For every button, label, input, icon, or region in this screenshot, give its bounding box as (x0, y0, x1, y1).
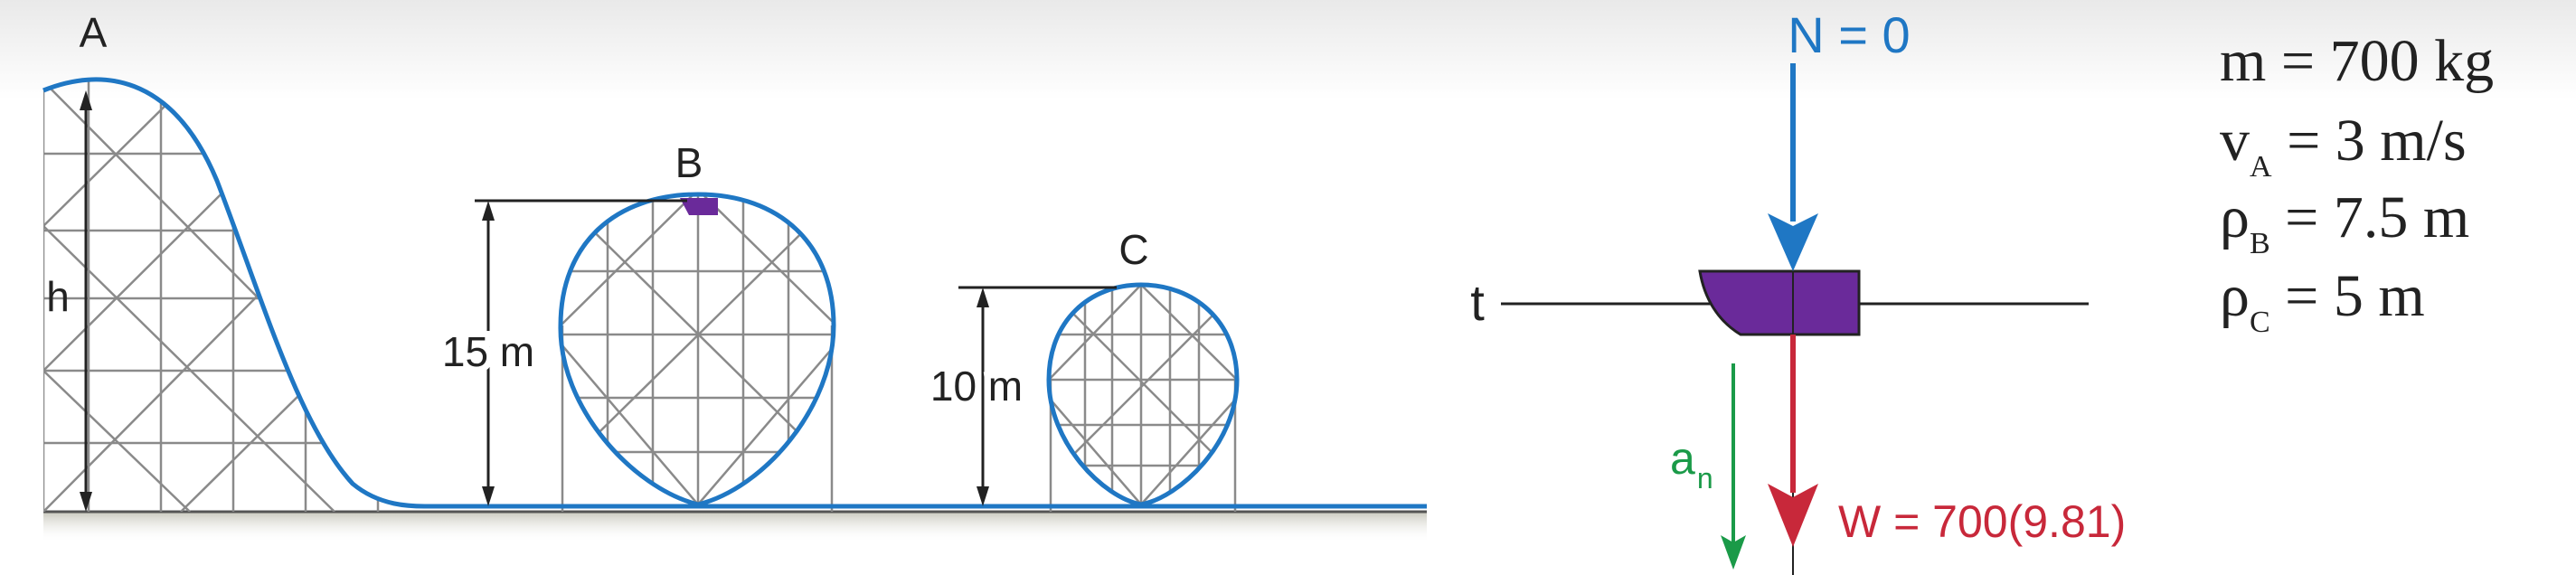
weight-arrow (1768, 335, 1818, 547)
label-height-c: 10 m (930, 363, 1023, 410)
tangent-label: t (1470, 274, 1485, 331)
label-height-b: 15 m (442, 328, 534, 375)
acceleration-label: an (1670, 433, 1713, 495)
label-h: h (46, 273, 70, 320)
acceleration-arrow (1721, 363, 1746, 570)
normal-force-label: N = 0 (1788, 6, 1910, 63)
ground (43, 510, 1427, 542)
dimension-h (80, 90, 92, 512)
given-velocity-a: vA = 3 m/s (2220, 108, 2467, 184)
given-values: m = 700 kg vA = 3 m/s ρB = 7.5 m ρC = 5 … (2220, 28, 2494, 339)
given-mass: m = 700 kg (2220, 28, 2494, 94)
free-body-diagram (1501, 63, 2089, 575)
dimension-c (958, 286, 1117, 506)
normal-force-arrow (1768, 63, 1818, 271)
label-c: C (1118, 226, 1148, 273)
background-fade (0, 0, 2576, 99)
car-body (1698, 269, 1861, 336)
track (42, 77, 1427, 509)
car-at-b (680, 198, 718, 215)
label-a: A (80, 9, 108, 56)
dimension-b (475, 199, 687, 506)
label-b: B (675, 139, 703, 186)
scaffold-b (560, 194, 834, 512)
given-radius-b: ρB = 7.5 m (2220, 184, 2469, 260)
weight-label: W = 700(9.81) (1838, 496, 2126, 547)
given-radius-c: ρC = 5 m (2220, 263, 2425, 339)
